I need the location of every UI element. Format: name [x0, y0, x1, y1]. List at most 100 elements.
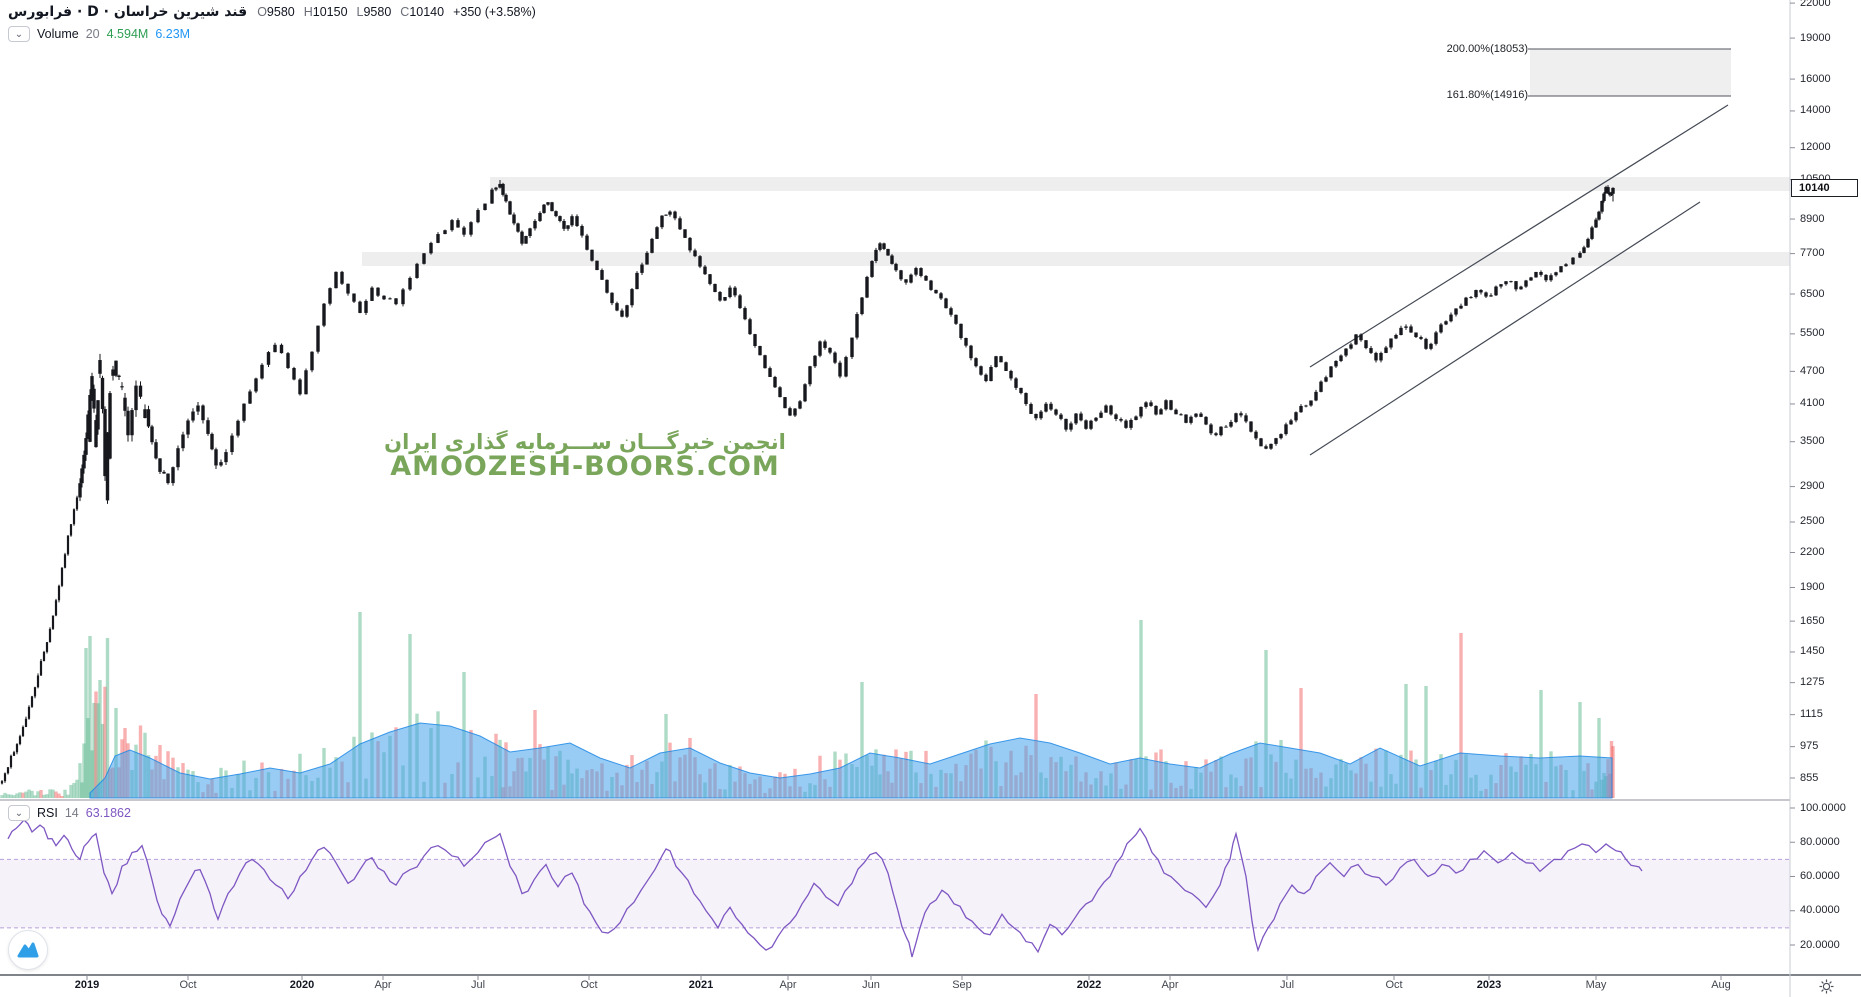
- volume-ma-period: 20: [85, 27, 100, 41]
- rsi-indicator-name[interactable]: RSI: [37, 806, 58, 820]
- candle-body: [260, 364, 264, 379]
- volume-bar: [100, 723, 105, 798]
- candle-body: [566, 225, 570, 229]
- candle-body: [86, 414, 90, 439]
- candle-body: [376, 287, 380, 296]
- candle-body: [874, 249, 878, 261]
- candle-body: [1294, 412, 1298, 421]
- candle-body: [286, 353, 290, 369]
- candle-body: [1319, 381, 1323, 392]
- candle-body: [328, 288, 332, 304]
- volume-bar: [82, 743, 86, 798]
- candle-body: [18, 736, 22, 745]
- axis-settings-corner[interactable]: [1791, 976, 1861, 997]
- time-axis-label: Oct: [179, 979, 197, 991]
- volume-bar: [21, 792, 25, 798]
- candle-body: [181, 434, 185, 449]
- price-axis-label: 4100: [1800, 397, 1825, 410]
- volume-indicator-name[interactable]: Volume: [37, 27, 79, 41]
- candle-body: [1224, 426, 1228, 428]
- symbol-title[interactable]: قند شیرین خراسان · D · فرابورس: [8, 4, 248, 20]
- candle-body: [1419, 337, 1423, 339]
- volume-bar: [1404, 684, 1408, 798]
- volume-bar: [358, 612, 362, 798]
- candle-body: [1164, 400, 1168, 410]
- candle-body: [1600, 200, 1604, 212]
- time-axis-label: Jul: [470, 979, 486, 991]
- volume-bar: [18, 792, 22, 798]
- candle-body: [298, 379, 302, 395]
- candle-body: [1229, 421, 1233, 427]
- candle-body: [823, 341, 827, 348]
- candle-body: [1064, 418, 1068, 430]
- candle-body: [878, 243, 882, 250]
- candle-body: [1234, 413, 1238, 422]
- candle-body: [1389, 338, 1393, 348]
- price-zone: [490, 177, 1790, 191]
- candle-body: [959, 323, 963, 339]
- candle-body: [914, 268, 918, 275]
- candle-body: [0, 781, 4, 784]
- candle-body: [645, 252, 649, 265]
- rsi-axis-label: 40.0000: [1800, 904, 1840, 917]
- channel-lower-line: [1309, 201, 1701, 456]
- candle-body: [96, 400, 100, 430]
- chart-style-button[interactable]: [8, 930, 48, 970]
- candle-body: [1289, 420, 1293, 425]
- candle-body: [42, 651, 46, 662]
- candle-body: [1174, 409, 1178, 415]
- candle-body: [191, 411, 195, 421]
- candle-body: [833, 352, 837, 363]
- candle-body: [1244, 415, 1248, 422]
- candle-body: [1069, 423, 1073, 430]
- candle-body: [1544, 274, 1548, 281]
- candle-body: [585, 235, 589, 250]
- candle-body: [30, 696, 34, 707]
- candle-body: [1059, 414, 1063, 419]
- watermark-line-site: AMOOZESH-BOORS.COM: [390, 451, 780, 482]
- price-axis-label: 1275: [1800, 676, 1825, 689]
- candle-body: [635, 272, 639, 290]
- candle-body: [54, 600, 58, 616]
- price-axis-label: 1650: [1800, 614, 1825, 627]
- fib-level-161-label[interactable]: 161.80%(14916): [1446, 89, 1528, 101]
- candle-body: [429, 242, 433, 254]
- candle-body: [494, 187, 498, 190]
- volume-bar: [12, 795, 16, 798]
- candle-body: [490, 189, 494, 204]
- candle-body: [1339, 355, 1343, 361]
- candle-body: [1449, 314, 1453, 322]
- time-axis-label: Aug: [1711, 979, 1731, 991]
- candle-body: [158, 458, 162, 472]
- candle-body: [870, 260, 874, 277]
- candle-body: [713, 283, 717, 292]
- time-axis-label: 2022: [1076, 979, 1102, 991]
- candle-body: [575, 216, 579, 226]
- candle-body: [1219, 426, 1223, 436]
- price-axis-label: 14000: [1800, 104, 1831, 117]
- price-axis[interactable]: 2200019000160001400012000105008900770065…: [1791, 0, 1861, 975]
- candle-body: [844, 357, 848, 377]
- candle-body: [48, 628, 52, 643]
- candle-body: [138, 385, 143, 397]
- candle-body: [683, 229, 687, 238]
- volume-collapse-button[interactable]: ⌄: [8, 26, 30, 42]
- candle-body: [1499, 284, 1503, 287]
- channel-upper-line: [1309, 104, 1729, 368]
- candle-body: [1524, 280, 1528, 287]
- volume-bar: [92, 702, 96, 798]
- volume-bar: [105, 638, 110, 798]
- volume-bar: [860, 682, 864, 798]
- volume-bar: [88, 636, 92, 798]
- volume-bar: [15, 793, 19, 798]
- candle-body: [703, 266, 707, 275]
- candle-body: [1364, 340, 1368, 349]
- rsi-collapse-button[interactable]: ⌄: [8, 805, 30, 821]
- candle-body: [103, 409, 107, 477]
- volume-bar: [84, 648, 88, 798]
- candle-body: [1309, 400, 1313, 406]
- time-axis-label: Oct: [1385, 979, 1403, 991]
- fib-level-200-label[interactable]: 200.00%(18053): [1446, 43, 1528, 55]
- time-axis[interactable]: 2019 Oct 2020 Apr Jul Oct 2021 Apr Jun Sep 2022 Apr…: [0, 976, 1790, 997]
